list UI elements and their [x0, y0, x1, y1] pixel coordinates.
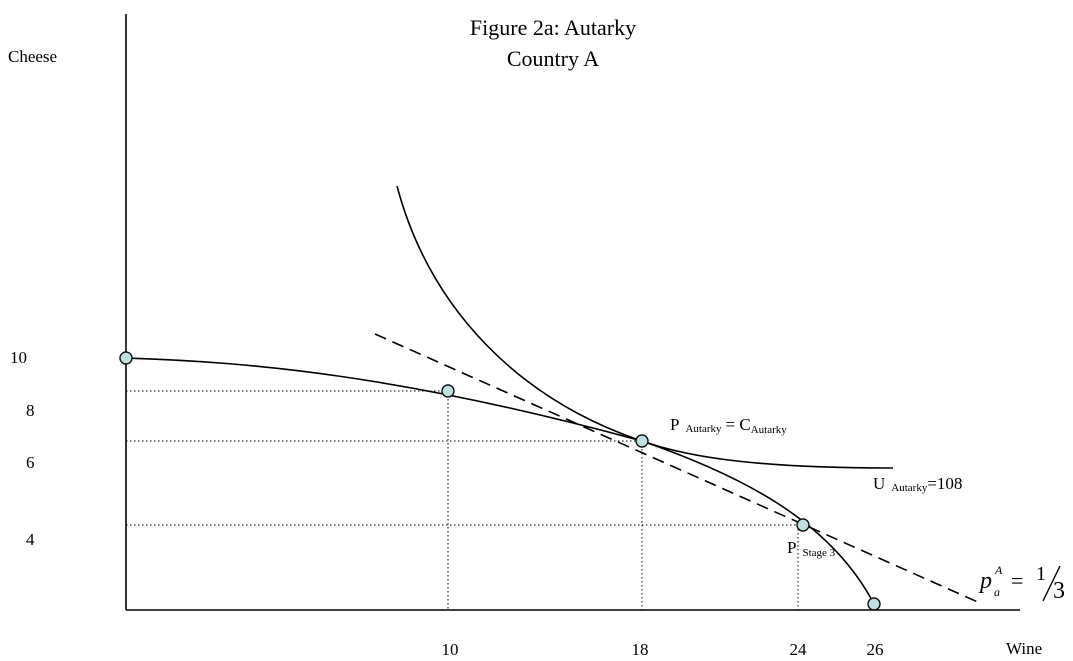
price-equals: = [1011, 568, 1023, 593]
production-possibility-frontier [125, 357, 875, 605]
x-tick-26: 26 [867, 640, 884, 659]
x-tick-24: 24 [790, 640, 808, 659]
indifference-curve [396, 185, 894, 469]
autarky-point [635, 434, 649, 448]
price-numerator: 1 [1036, 563, 1046, 585]
stage3-point [796, 518, 810, 532]
x-tick-10: 10 [442, 640, 459, 659]
utility-label: U Autarky=108 [873, 474, 962, 494]
figure-title-line2: Country A [507, 46, 599, 71]
price-symbol: p [978, 568, 992, 594]
fraction-slash [1042, 565, 1061, 602]
p-autarky-label: P Autarky = CAutarky [670, 415, 787, 436]
price-denominator: 3 [1053, 578, 1065, 604]
ppf-point-x-intercept [867, 597, 881, 611]
x-tick-18: 18 [632, 640, 649, 659]
price-ratio-label: p a A = 1 3 [978, 563, 1065, 604]
x-axis-label: Wine [1006, 639, 1042, 658]
figure-title-line1: Figure 2a: Autarky [470, 15, 636, 40]
price-line [374, 333, 981, 604]
y-tick-6: 6 [26, 453, 35, 472]
ppf-point-10-8 [441, 384, 455, 398]
y-tick-8: 8 [26, 401, 35, 420]
p-stage3-label: P Stage 3 [787, 538, 836, 559]
y-tick-10: 10 [10, 348, 27, 367]
ppf-point-intercept [119, 351, 133, 365]
price-superscript: A [994, 563, 1003, 577]
price-subscript: a [994, 585, 1000, 599]
y-axis-label: Cheese [8, 47, 57, 66]
y-tick-4: 4 [26, 530, 35, 549]
